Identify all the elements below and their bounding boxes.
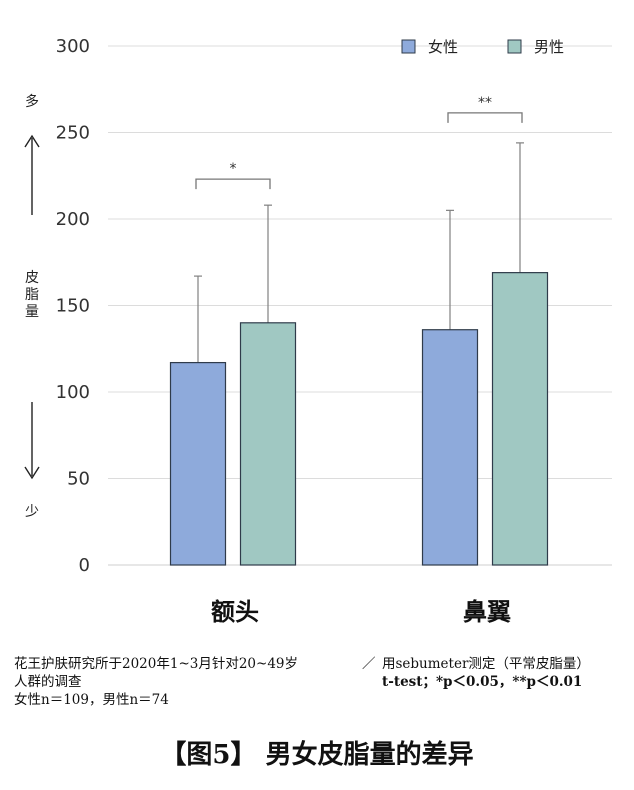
- error-bars: [194, 142, 524, 363]
- note-separator: ／: [362, 656, 376, 672]
- side-label-bottom: 少: [25, 504, 39, 520]
- bar-0-1: [421, 329, 479, 566]
- arrow-down-icon: [24, 402, 40, 480]
- y-tick-label: 0: [79, 555, 90, 576]
- significance-label: **: [478, 95, 492, 111]
- note-stat-test: t-test；*p＜0.05，**p＜0.01: [382, 674, 583, 690]
- y-tick-label: 150: [56, 296, 90, 317]
- arrow-up-icon: [24, 134, 40, 215]
- category-labels: 额头 鼻翼: [211, 598, 511, 626]
- side-label-top: 多: [25, 93, 39, 110]
- note-survey-line1: 花王护肤研究所于2020年1~3月针对20~49岁: [14, 656, 299, 672]
- bar-1-1: [491, 272, 549, 566]
- note-method: 用sebumeter测定（平常皮脂量） t-test；*p＜0.05，**p＜0…: [382, 655, 632, 691]
- legend-label: 男性: [534, 38, 564, 56]
- note-method-line1: 用sebumeter测定（平常皮脂量）: [382, 656, 590, 672]
- bar-0-0: [169, 361, 227, 566]
- significance-bracket: [195, 178, 271, 190]
- category-label: 额头: [211, 598, 259, 626]
- y-axis-ticks: 0 50 100 150 200 250 300: [56, 36, 90, 576]
- note-sample-size: 女性n＝109，男性n＝74: [14, 692, 169, 708]
- y-side-annotation: 多 皮脂量 少: [24, 93, 40, 520]
- y-tick-label: 250: [56, 123, 90, 144]
- legend-swatch: [507, 39, 522, 54]
- y-tick-label: 100: [56, 382, 90, 403]
- side-label-middle: 皮脂量: [25, 270, 39, 320]
- y-tick-label: 50: [67, 469, 90, 490]
- y-tick-label: 200: [56, 209, 90, 230]
- bars: [169, 272, 549, 566]
- significance-bracket: [447, 112, 523, 123]
- legend: 女性 男性: [401, 38, 564, 56]
- legend-label: 女性: [428, 38, 458, 56]
- y-tick-label: 300: [56, 36, 90, 57]
- bar-1-0: [239, 322, 297, 566]
- significance-label: *: [230, 161, 237, 177]
- note-survey-line2: 人群的调查: [14, 674, 82, 690]
- note-survey: 花王护肤研究所于2020年1~3月针对20~49岁 人群的调查 女性n＝109，…: [14, 655, 344, 709]
- category-label: 鼻翼: [463, 598, 511, 626]
- legend-swatch: [401, 39, 416, 54]
- significance-brackets: ***: [195, 95, 523, 190]
- figure-caption: 【图5】 男女皮脂量的差异: [160, 740, 474, 770]
